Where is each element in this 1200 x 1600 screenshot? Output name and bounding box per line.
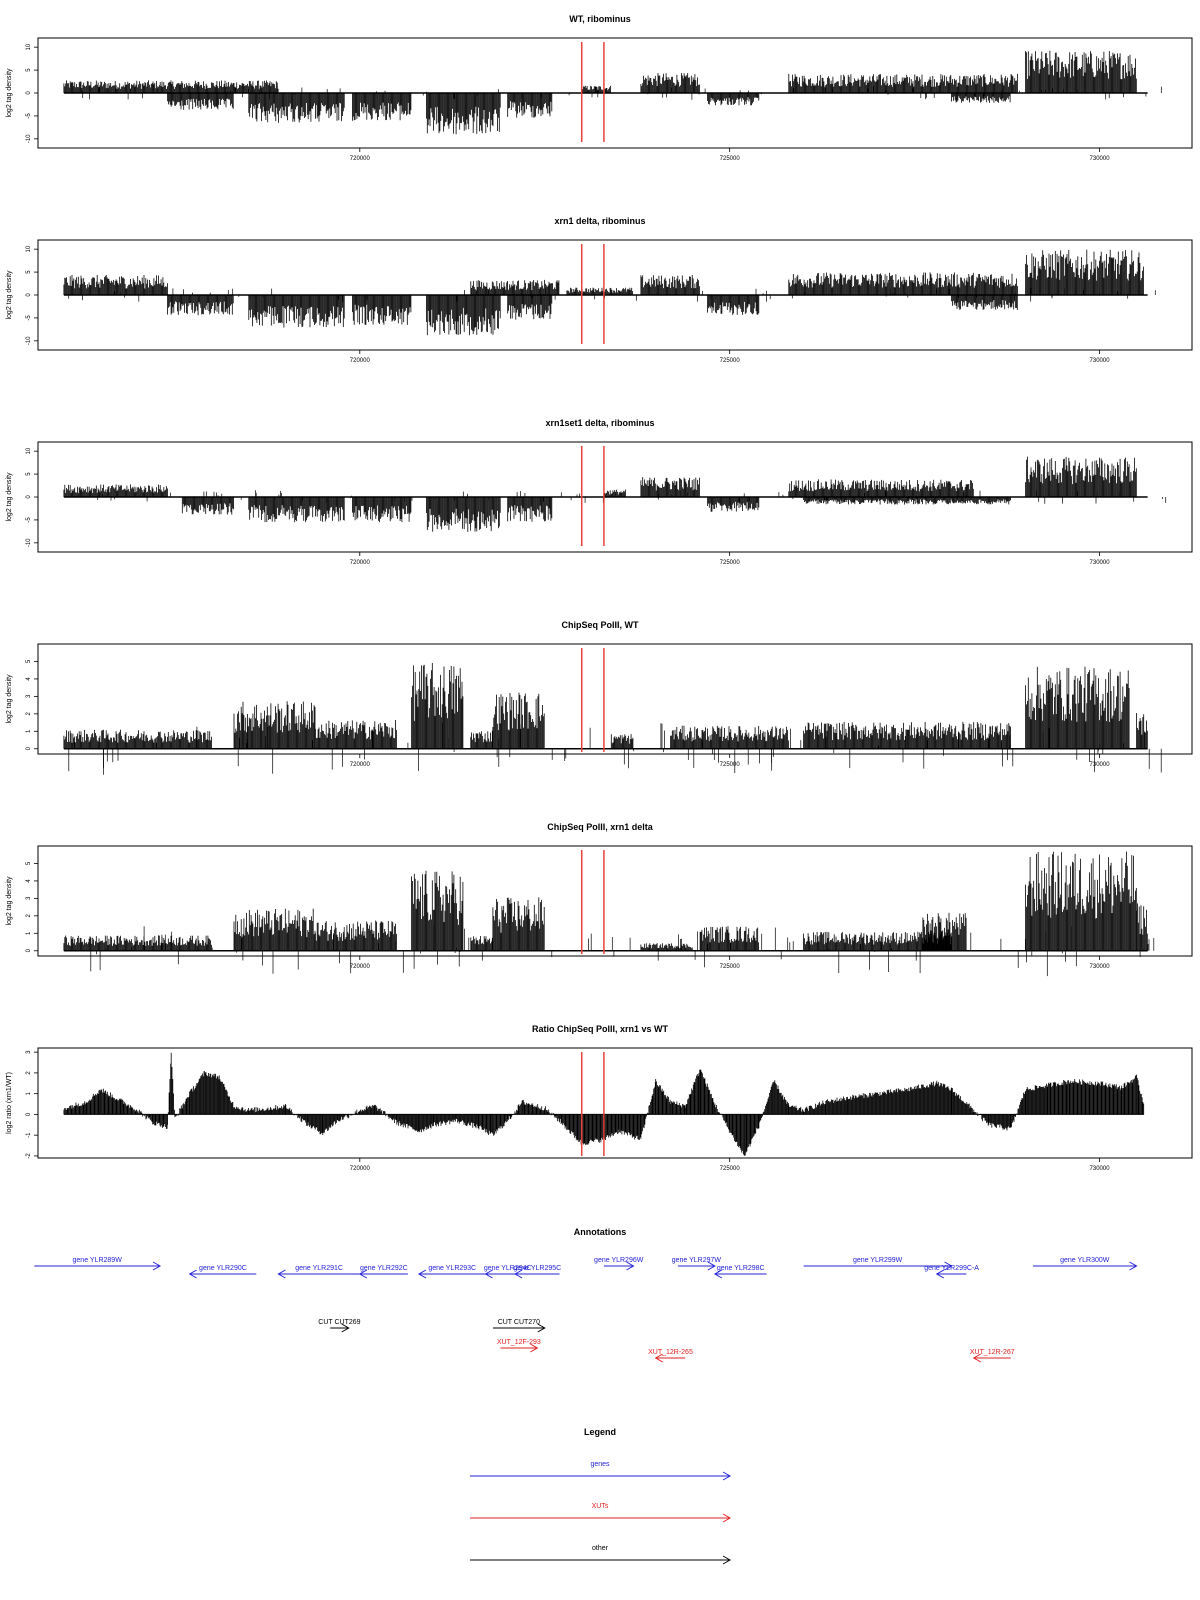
track-panel: xrn1set1 delta, ribominus log2 tag densit… — [6, 418, 1193, 566]
panel-title: xrn1 delta, ribominus — [554, 216, 645, 226]
panel-ylabel: log2 tag density — [6, 472, 13, 522]
panel-ylabel: log2 tag density — [6, 270, 13, 320]
x-tick-label: 730000 — [1090, 358, 1111, 364]
x-tick-label: 720000 — [350, 156, 371, 162]
panel-title: WT, ribominus — [569, 14, 631, 24]
x-tick-label: 720000 — [350, 560, 371, 566]
y-tick-label: -10 — [26, 336, 32, 345]
x-tick-label: 725000 — [720, 156, 741, 162]
y-tick-label: -5 — [26, 517, 32, 523]
y-tick-label: 0 — [26, 293, 32, 297]
panel-title: ChipSeq PolII, WT — [562, 620, 639, 630]
y-tick-label: 10 — [26, 245, 32, 252]
data-bars — [63, 249, 1156, 336]
x-tick-label: 725000 — [720, 358, 741, 364]
y-tick-label: 0 — [26, 495, 32, 499]
x-tick-label: 730000 — [1090, 156, 1111, 162]
y-tick-label: 5 — [26, 68, 32, 72]
y-tick-label: -10 — [26, 538, 32, 547]
panel-ylabel: log2 tag density — [6, 68, 13, 118]
y-tick-label: -5 — [26, 113, 32, 119]
data-bars — [63, 663, 1162, 775]
y-tick-label: -10 — [26, 134, 32, 143]
data-bars — [63, 456, 1167, 532]
y-tick-label: 0 — [26, 91, 32, 95]
y-tick-label: -5 — [26, 315, 32, 321]
y-tick-label: 5 — [26, 270, 32, 274]
data-bars — [63, 50, 1162, 135]
y-tick-label: 10 — [26, 447, 32, 454]
track-panel: xrn1 delta, ribominus log2 tag density -10… — [6, 216, 1193, 364]
x-tick-label: 725000 — [720, 560, 741, 566]
y-tick-label: 10 — [26, 43, 32, 50]
track-panel: WT, ribominus log2 tag density -10 -5 0 5 10 72… — [6, 14, 1193, 162]
x-tick-label: 730000 — [1090, 560, 1111, 566]
y-tick-label: 5 — [26, 472, 32, 476]
track-panels: WT, ribominus log2 tag density -10 -5 0 5 10 72… — [6, 14, 1193, 1172]
panel-ylabel: log2 tag density — [6, 674, 13, 724]
x-tick-label: 720000 — [350, 358, 371, 364]
panel-title: xrn1set1 delta, ribominus — [545, 418, 654, 428]
